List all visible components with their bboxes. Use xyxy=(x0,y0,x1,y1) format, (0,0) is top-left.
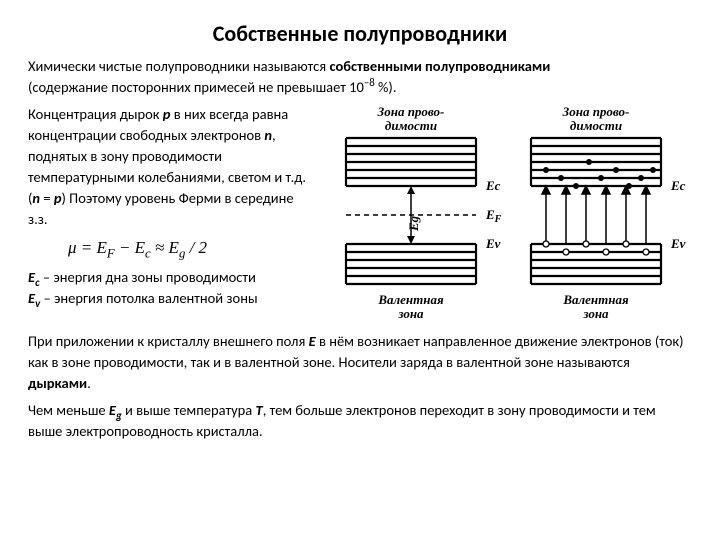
svg-text:Валентная: Валентная xyxy=(377,292,444,307)
intro-paragraph: Химически чистые полупроводники называют… xyxy=(28,56,692,98)
eq-mid: = xyxy=(40,189,54,207)
fermi-formula: μ = EF − Ec ≈ Eg / 2 xyxy=(68,236,308,261)
concentration-paragraph: Концентрация дырок p в них всегда равна … xyxy=(28,104,308,230)
svg-text:EF: EF xyxy=(485,207,502,225)
intro-text-a: Химически чистые полупроводники называют… xyxy=(28,57,329,75)
ec-definition: Ec – энергия дна зоны проводимости Ev – … xyxy=(28,267,308,309)
svg-text:Зона прово-: Зона прово- xyxy=(377,104,445,119)
svg-text:димости: димости xyxy=(385,118,437,133)
p3T: T xyxy=(256,401,263,419)
svg-text:димости: димости xyxy=(570,118,622,133)
p3a: Чем меньше xyxy=(28,401,109,419)
p2E: E xyxy=(309,332,316,350)
intro-text-c: (содержание посторонних примесей не прев… xyxy=(28,78,364,96)
temperature-paragraph: Чем меньше Eg и выше температура T, тем … xyxy=(28,400,692,442)
right-column: Зона прово- димости Ec Eg xyxy=(320,104,692,329)
svg-text:зона: зона xyxy=(582,306,609,321)
p2d: . xyxy=(87,374,91,392)
content-row: Концентрация дырок p в них всегда равна … xyxy=(28,104,692,329)
p1d: ) Поэтому уровень Ферми в середине з.з. xyxy=(28,189,294,228)
svg-text:зона: зона xyxy=(397,306,424,321)
n-symbol: n xyxy=(264,126,272,144)
svg-text:Ec: Ec xyxy=(485,178,501,193)
intro-text-d: %). xyxy=(375,78,397,96)
svg-text:Eg: Eg xyxy=(406,215,421,232)
svg-text:Ec: Ec xyxy=(670,178,686,193)
p3b: и выше температура xyxy=(122,401,256,419)
eq-p: p xyxy=(54,189,62,207)
svg-text:Зона прово-: Зона прово- xyxy=(562,104,630,119)
field-paragraph: При приложении к кристаллу внешнего поля… xyxy=(28,331,692,394)
p1a: Концентрация дырок xyxy=(28,105,163,123)
ec-text: – энергия дна зоны проводимости xyxy=(40,268,256,286)
band-diagram: Зона прово- димости Ec Eg xyxy=(326,104,686,329)
page-title: Собственные полупроводники xyxy=(28,18,692,50)
left-column: Концентрация дырок p в них всегда равна … xyxy=(28,104,308,315)
intro-bold: собственными полупроводниками xyxy=(329,57,550,75)
p3eg: E xyxy=(109,401,116,419)
p2c: дырками xyxy=(28,374,87,392)
eq-n: n xyxy=(32,189,40,207)
ev-text: – энергия потолка валентной зоны xyxy=(40,289,257,307)
svg-text:Валентная: Валентная xyxy=(562,292,629,307)
svg-text:Ev: Ev xyxy=(485,236,501,251)
p2a: При приложении к кристаллу внешнего поля xyxy=(28,332,309,350)
intro-exp: –8 xyxy=(364,76,375,89)
svg-text:Ev: Ev xyxy=(670,236,686,251)
